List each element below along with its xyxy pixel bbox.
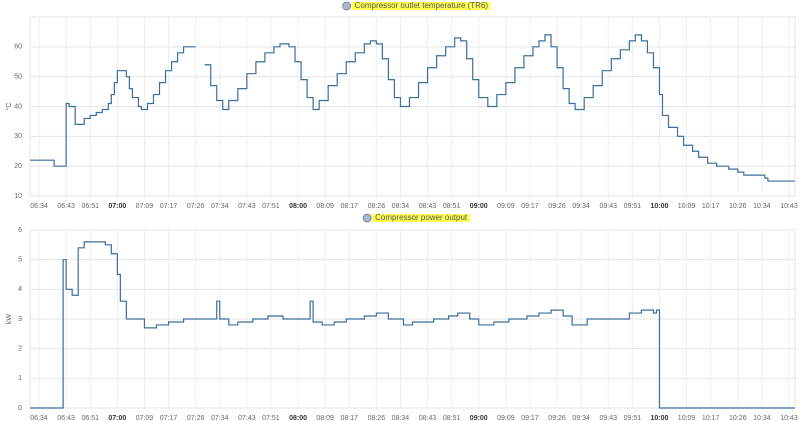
legend-highlight — [351, 2, 491, 10]
series-line — [30, 241, 795, 409]
x-tick-label: 07:00 — [108, 203, 126, 210]
x-tick-label: 07:26 — [187, 415, 205, 421]
x-tick-label: 09:17 — [521, 415, 539, 421]
x-tick-label: 10:00 — [651, 415, 669, 421]
y-tick-label: 5 — [18, 257, 22, 264]
legend-highlight — [372, 214, 470, 222]
legend: Compressor power output — [362, 213, 470, 223]
x-tick-label: 07:51 — [262, 203, 280, 210]
x-tick-label: 09:09 — [497, 415, 515, 421]
x-tick-label: 09:43 — [600, 203, 618, 210]
x-tick-label: 07:51 — [262, 415, 280, 421]
y-tick-label: 40 — [14, 103, 22, 110]
y-tick-label: 6 — [18, 227, 22, 234]
x-tick-label: 08:34 — [392, 415, 410, 421]
x-tick-label: 09:00 — [470, 415, 488, 421]
x-tick-label: 09:17 — [521, 203, 539, 210]
x-tick-label: 10:09 — [678, 415, 696, 421]
x-tick-label: 06:34 — [30, 415, 48, 421]
y-tick-label: 3 — [18, 316, 22, 323]
x-tick-label: 08:17 — [340, 415, 358, 421]
x-tick-label: 07:00 — [108, 415, 126, 421]
x-tick-label: 08:43 — [419, 415, 437, 421]
y-tick-label: 30 — [14, 133, 22, 140]
x-tick-label: 08:09 — [316, 203, 334, 210]
x-tick-label: 10:09 — [678, 203, 696, 210]
y-tick-label: 60 — [14, 44, 22, 51]
x-tick-label: 09:43 — [600, 415, 618, 421]
y-tick-label: 20 — [14, 163, 22, 170]
legend-swatch — [362, 213, 372, 223]
x-tick-label: 09:51 — [624, 415, 642, 421]
x-tick-label: 08:09 — [316, 415, 334, 421]
x-tick-label: 09:26 — [548, 415, 566, 421]
x-tick-label: 08:17 — [340, 203, 358, 210]
x-tick-label: 07:09 — [136, 203, 154, 210]
series-line — [30, 34, 795, 182]
y-tick-label: 50 — [14, 74, 22, 81]
legend-swatch — [342, 1, 352, 11]
x-tick-label: 09:00 — [470, 203, 488, 210]
x-tick-label: 07:43 — [238, 203, 256, 210]
x-tick-label: 07:09 — [136, 415, 154, 421]
x-tick-label: 08:51 — [443, 415, 461, 421]
legend: Compressor outlet temperature (TR6) — [342, 1, 491, 11]
x-tick-label: 06:34 — [30, 203, 48, 210]
x-tick-label: 08:51 — [443, 203, 461, 210]
x-tick-label: 08:00 — [289, 415, 307, 421]
x-tick-label: 09:51 — [624, 203, 642, 210]
x-tick-label: 09:34 — [572, 203, 590, 210]
y-tick-label: 2 — [18, 346, 22, 353]
x-tick-label: 08:26 — [368, 203, 386, 210]
y-tick-label: 1 — [18, 375, 22, 382]
legend-label: Compressor outlet temperature (TR6) — [355, 1, 489, 10]
x-tick-label: 06:51 — [81, 203, 99, 210]
x-tick-label: 09:09 — [497, 203, 515, 210]
x-tick-label: 10:26 — [729, 203, 747, 210]
x-tick-label: 10:00 — [651, 203, 669, 210]
x-tick-label: 07:43 — [238, 415, 256, 421]
x-tick-label: 10:43 — [780, 415, 798, 421]
y-axis-label: °C — [5, 103, 13, 111]
x-tick-label: 07:26 — [187, 203, 205, 210]
x-tick-label: 07:34 — [211, 203, 229, 210]
x-tick-label: 07:17 — [160, 203, 178, 210]
x-tick-label: 08:34 — [392, 203, 410, 210]
x-tick-label: 07:17 — [160, 415, 178, 421]
legend-label: Compressor power output — [375, 213, 468, 222]
y-axis-label: kW — [6, 314, 13, 325]
x-tick-label: 06:43 — [57, 203, 75, 210]
x-tick-label: 09:34 — [572, 415, 590, 421]
x-tick-label: 06:43 — [57, 415, 75, 421]
x-tick-label: 10:34 — [753, 415, 771, 421]
x-tick-label: 10:17 — [702, 415, 720, 421]
y-tick-label: 10 — [14, 193, 22, 200]
x-tick-label: 07:34 — [211, 415, 229, 421]
x-tick-label: 08:43 — [419, 203, 437, 210]
x-tick-label: 10:26 — [729, 415, 747, 421]
x-tick-label: 10:17 — [702, 203, 720, 210]
x-tick-label: 08:00 — [289, 203, 307, 210]
x-tick-label: 10:34 — [753, 203, 771, 210]
y-tick-label: 4 — [18, 286, 22, 293]
x-tick-label: 10:43 — [780, 203, 798, 210]
x-tick-label: 06:51 — [81, 415, 99, 421]
x-tick-label: 08:26 — [368, 415, 386, 421]
y-tick-label: 0 — [18, 405, 22, 412]
x-tick-label: 09:26 — [548, 203, 566, 210]
